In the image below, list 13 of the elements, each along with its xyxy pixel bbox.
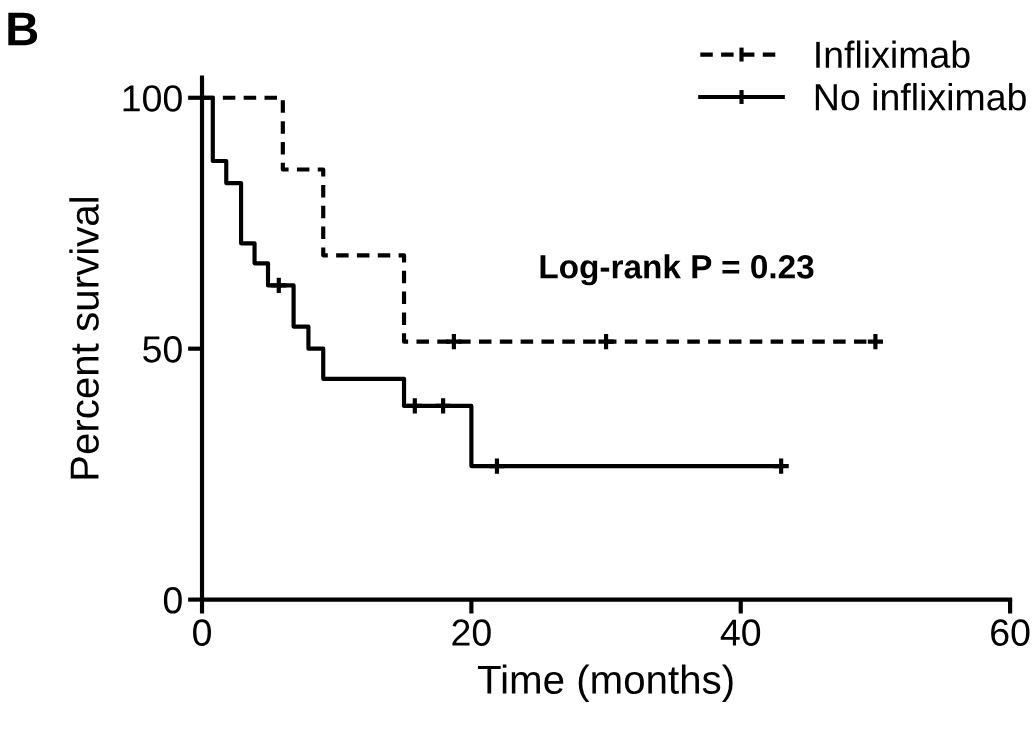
legend-label: Infliximab (816, 40, 970, 69)
x-tick-label: 20 (452, 619, 491, 646)
annotation: Log-rank P = 0.23 (540, 254, 814, 286)
x-tick-label: 0 (193, 619, 211, 646)
text: B (8, 12, 38, 46)
x-tick-label: 40 (720, 619, 761, 646)
legend-label: No infliximab (815, 82, 1026, 111)
y-axis-title: Percent survival (69, 198, 99, 479)
x-tick-label: 60 (991, 619, 1030, 646)
x-axis-title: Time (months) (477, 664, 733, 702)
y-tick-label: 50 (143, 336, 182, 363)
y-tick-label: 100 (123, 85, 182, 112)
y-tick-label: 0 (163, 587, 182, 614)
